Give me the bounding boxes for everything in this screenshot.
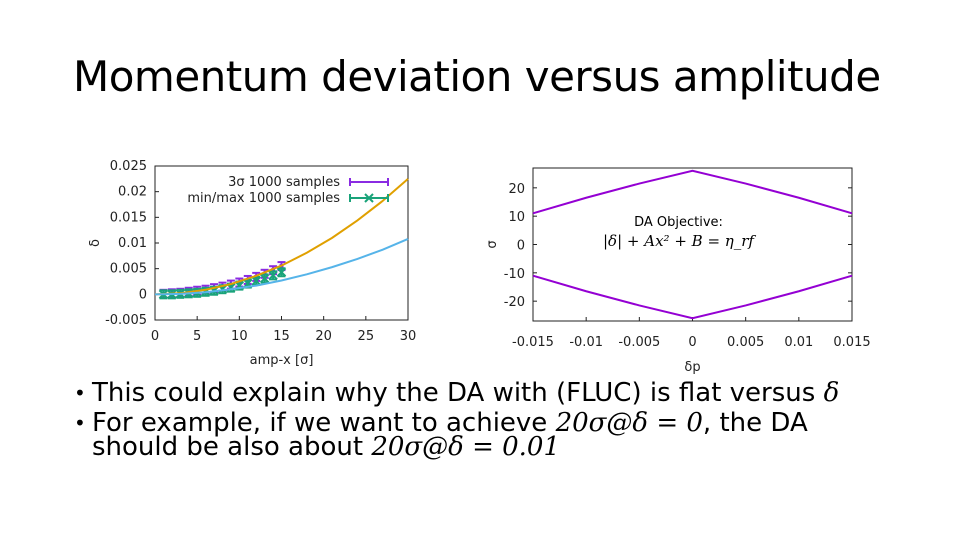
bullet-math: 20σ@δ = 0.01	[371, 432, 561, 462]
y-tick-label: 0.025	[110, 159, 147, 174]
y-axis-label: σ	[485, 240, 500, 248]
data-point	[268, 270, 278, 281]
x-tick-label: 10	[231, 329, 248, 344]
da-objective: DA Objective: |δ| + Ax² + B = η_rf	[603, 215, 754, 250]
legend-swatch	[364, 193, 374, 203]
y-tick-label: 0.02	[118, 185, 147, 200]
y-axis-label: δ	[88, 239, 103, 247]
fit-curve	[154, 237, 409, 296]
x-tick-label: 0.015	[833, 335, 870, 350]
bullet-item: For example, if we want to achieve 20σ@δ…	[74, 408, 894, 438]
x-tick-label: 0.01	[784, 335, 813, 350]
bullet-text: For example, if we want to achieve	[92, 408, 556, 438]
y-tick-label: 0	[139, 287, 147, 302]
y-tick-label: 10	[508, 210, 525, 225]
data-point	[217, 284, 228, 294]
x-axis-label: δp	[684, 360, 700, 375]
y-tick-label: 20	[508, 182, 525, 197]
x-tick-label: 30	[400, 329, 417, 344]
x-tick-label: -0.015	[512, 335, 554, 350]
data-point	[251, 276, 261, 286]
x-tick-label: 0.005	[727, 335, 764, 350]
bullet-math: δ	[823, 378, 840, 408]
legend-label: min/max 1000 samples	[187, 191, 340, 206]
x-tick-label: 20	[315, 329, 332, 344]
data-point	[276, 267, 287, 277]
x-axis-label: amp-x [σ]	[250, 353, 314, 368]
bullet-text: This could explain why the DA with (FLUC…	[92, 378, 824, 408]
x-tick-label: 0	[151, 329, 159, 344]
legend-label: 3σ 1000 samples	[228, 175, 340, 190]
y-tick-label: -20	[504, 295, 525, 310]
series-line	[532, 274, 853, 320]
y-tick-label: -10	[504, 267, 525, 282]
bullet-list: This could explain why the DA with (FLUC…	[74, 378, 894, 462]
x-tick-label: -0.005	[618, 335, 660, 350]
data-point	[271, 268, 276, 273]
y-tick-label: 0.01	[118, 236, 147, 251]
x-tick-label: 25	[358, 329, 375, 344]
objective-formula: |δ| + Ax² + B = η_rf	[603, 232, 754, 250]
x-tick-label: 0	[688, 335, 696, 350]
x-tick-label: -0.01	[569, 335, 603, 350]
fit-curve	[154, 178, 409, 296]
objective-title: DA Objective:	[634, 215, 723, 230]
bullet-math: 20σ@δ = 0	[555, 408, 703, 438]
x-tick-label: 15	[273, 329, 290, 344]
y-tick-label: 0.015	[110, 210, 147, 225]
y-tick-label: -0.005	[105, 313, 147, 328]
y-tick-label: 0.005	[110, 262, 147, 277]
bullet-item: This could explain why the DA with (FLUC…	[74, 378, 894, 408]
bullet-text: should be also about	[92, 432, 372, 462]
data-point	[259, 273, 270, 284]
bullet-text-after: , the DA	[702, 408, 808, 438]
series-line	[532, 169, 853, 215]
bullet-continuation: should be also about 20σ@δ = 0.01	[74, 432, 894, 462]
y-tick-label: 0	[517, 239, 525, 254]
slide-title: Momentum deviation versus amplitude	[73, 52, 881, 101]
x-tick-label: 5	[193, 329, 201, 344]
